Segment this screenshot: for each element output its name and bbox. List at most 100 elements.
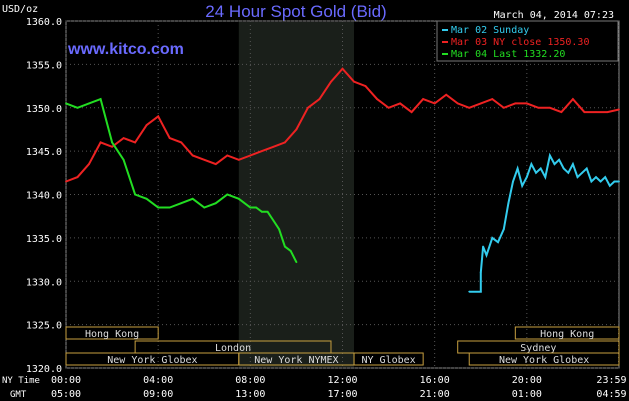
data-point xyxy=(364,85,367,87)
data-point xyxy=(180,202,183,205)
data-point xyxy=(272,219,275,222)
data-point xyxy=(468,106,471,109)
data-point xyxy=(76,176,79,179)
x-row-label-gmt: GMT xyxy=(10,390,27,400)
data-point xyxy=(491,236,494,239)
data-point xyxy=(507,202,510,205)
data-point xyxy=(544,176,547,179)
x-tick-label-gmt: 01:00 xyxy=(512,389,542,400)
y-tick-label: 1330.0 xyxy=(26,277,62,288)
data-point xyxy=(581,171,584,174)
session-bar xyxy=(353,352,424,366)
y-tick-label: 1345.0 xyxy=(26,147,62,158)
data-point xyxy=(548,154,551,157)
legend-entry: Mar 02 Sunday xyxy=(451,25,529,36)
y-tick-label: 1360.0 xyxy=(26,17,62,28)
data-point xyxy=(226,193,229,196)
session-label: Hong Kong xyxy=(540,329,594,340)
data-point xyxy=(433,102,436,105)
data-point xyxy=(249,154,252,157)
data-point xyxy=(502,106,505,109)
data-point xyxy=(482,245,484,248)
data-point xyxy=(516,167,519,170)
data-point xyxy=(387,106,390,109)
x-tick-label-ny: 16:00 xyxy=(420,375,450,386)
data-point xyxy=(572,98,574,100)
data-point xyxy=(134,141,137,144)
data-point xyxy=(479,290,482,293)
x-tick-label-ny: 08:00 xyxy=(235,375,265,386)
data-point xyxy=(572,163,574,166)
data-point xyxy=(111,141,113,144)
data-point xyxy=(180,141,183,144)
legend-entry: Mar 03 NY close 1350.30 xyxy=(451,37,589,48)
data-point xyxy=(278,228,281,231)
data-point xyxy=(76,106,79,109)
data-point xyxy=(65,180,67,183)
session-label: New York Globex xyxy=(107,355,197,366)
data-point xyxy=(502,228,505,231)
y-tick-label: 1320.0 xyxy=(26,364,62,375)
data-point xyxy=(272,145,275,148)
data-point xyxy=(583,111,586,113)
x-tick-label-gmt: 04:59 xyxy=(596,389,626,400)
data-point xyxy=(111,145,113,148)
y-axis-label: USD/oz xyxy=(2,4,38,15)
data-point xyxy=(567,171,570,174)
data-point xyxy=(618,108,620,111)
data-point xyxy=(585,167,588,170)
data-point xyxy=(445,93,448,96)
data-point xyxy=(203,158,206,161)
data-point xyxy=(558,158,560,161)
x-tick-label-ny: 00:00 xyxy=(51,375,81,386)
y-tick-label: 1335.0 xyxy=(26,234,62,245)
date-label: March 04, 2014 07:23 xyxy=(494,10,614,21)
data-point xyxy=(606,111,609,113)
data-point xyxy=(134,193,137,196)
y-tick-label: 1350.0 xyxy=(26,104,62,115)
data-point xyxy=(255,206,257,209)
x-tick-label-ny: 12:00 xyxy=(327,375,357,386)
legend-entry: Mar 04 Last 1332.20 xyxy=(451,49,565,60)
legend-box xyxy=(436,20,619,62)
x-tick-label-gmt: 21:00 xyxy=(420,389,450,400)
data-point xyxy=(539,167,542,170)
data-point xyxy=(203,206,206,209)
data-point xyxy=(191,154,194,157)
data-point xyxy=(553,163,556,166)
data-point xyxy=(399,102,402,105)
data-point xyxy=(376,98,378,100)
session-bar xyxy=(468,352,620,366)
x-tick-label-ny: 20:00 xyxy=(512,375,542,386)
data-point xyxy=(479,102,482,105)
data-point xyxy=(521,184,524,187)
data-point xyxy=(456,102,459,105)
x-tick-label-gmt: 09:00 xyxy=(143,389,173,400)
data-point xyxy=(88,163,90,166)
x-tick-label-gmt: 13:00 xyxy=(235,389,265,400)
data-point xyxy=(608,184,611,187)
data-point xyxy=(122,158,125,161)
data-point xyxy=(157,115,160,118)
data-point xyxy=(548,106,551,109)
data-point xyxy=(237,197,240,200)
session-label: New York NYMEX xyxy=(254,355,338,366)
data-point xyxy=(122,137,125,140)
x-tick-label-gmt: 17:00 xyxy=(327,389,357,400)
data-point xyxy=(525,176,528,179)
data-point xyxy=(595,111,597,113)
data-point xyxy=(410,111,413,113)
data-point xyxy=(497,241,499,244)
data-point xyxy=(535,171,537,174)
data-point xyxy=(226,154,229,157)
x-tick-label-ny: 04:00 xyxy=(143,375,173,386)
data-point xyxy=(618,180,620,183)
data-point xyxy=(157,206,160,209)
y-tick-label: 1325.0 xyxy=(26,321,62,332)
session-label: Hong Kong xyxy=(85,329,139,340)
data-point xyxy=(530,163,533,166)
data-point xyxy=(604,176,607,179)
data-point xyxy=(590,180,593,183)
data-point xyxy=(260,150,263,153)
